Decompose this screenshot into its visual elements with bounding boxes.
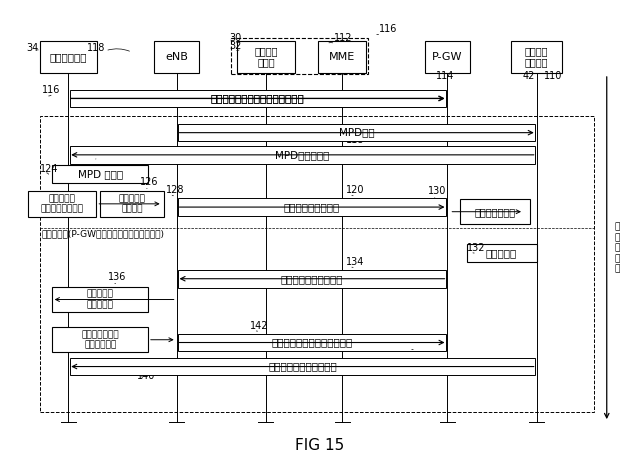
Text: 120: 120 [346,185,364,195]
FancyBboxPatch shape [52,287,148,312]
Text: 132: 132 [467,243,485,252]
Text: 無線資源
管理部: 無線資源 管理部 [254,46,278,67]
Text: 時
間
ラ
イ
ン: 時 間 ラ イ ン [614,223,620,273]
Text: 126: 126 [140,177,159,187]
Text: MPDを持つ応答: MPDを持つ応答 [275,150,330,160]
Text: P-GW: P-GW [432,52,463,62]
Text: 134: 134 [346,257,364,267]
Text: 136: 136 [108,272,127,282]
FancyBboxPatch shape [52,166,148,183]
FancyBboxPatch shape [178,334,445,351]
FancyBboxPatch shape [237,40,294,73]
FancyBboxPatch shape [28,191,97,217]
Text: 116: 116 [42,85,61,95]
FancyBboxPatch shape [319,40,366,73]
Text: 118: 118 [346,135,364,145]
Text: 130: 130 [428,186,447,196]
Text: 専用ベアラ要求受領を活性化: 専用ベアラ要求受領を活性化 [271,338,353,347]
FancyBboxPatch shape [178,124,535,141]
FancyBboxPatch shape [178,198,445,216]
Text: 112: 112 [334,33,353,43]
FancyBboxPatch shape [467,244,537,262]
Text: 140: 140 [137,372,156,381]
Text: eNB: eNB [165,52,188,62]
Text: 128: 128 [166,185,184,195]
Text: ベアラ資源
割当要求: ベアラ資源 割当要求 [118,194,145,213]
FancyBboxPatch shape [70,90,445,107]
FancyBboxPatch shape [52,327,148,352]
FancyBboxPatch shape [425,40,470,73]
Text: 専用ベアラ
活性化要求: 専用ベアラ 活性化要求 [87,290,113,309]
Text: 42: 42 [523,71,535,81]
Text: 114: 114 [436,71,454,81]
Text: ベアラ資源要求: ベアラ資源要求 [475,207,516,217]
FancyBboxPatch shape [97,90,419,107]
FancyBboxPatch shape [70,358,535,375]
Text: MME: MME [329,52,355,62]
FancyBboxPatch shape [40,40,97,73]
Text: 118: 118 [86,43,105,53]
Text: メディア
サーバー: メディア サーバー [525,46,548,67]
Text: 124: 124 [40,164,58,174]
Text: 144: 144 [406,339,425,349]
Text: 任意の処理(P-GWによってトリガーされ得る): 任意の処理(P-GWによってトリガーされ得る) [42,229,164,239]
Text: 接続とデフォルトベアラの活性化: 接続とデフォルトベアラの活性化 [211,93,305,103]
Text: 122: 122 [93,148,111,158]
Text: ベアラ資源割当要求: ベアラ資源割当要求 [284,202,340,212]
Text: 32: 32 [230,40,242,51]
Text: MPD 解析部: MPD 解析部 [77,169,123,179]
FancyBboxPatch shape [511,40,562,73]
FancyBboxPatch shape [100,191,164,217]
FancyBboxPatch shape [154,40,199,73]
Text: FIG 15: FIG 15 [296,438,344,452]
Text: MPD要求: MPD要求 [339,128,374,138]
Text: 30: 30 [230,33,242,43]
FancyBboxPatch shape [70,146,535,164]
Text: メディア伝送セッション: メディア伝送セッション [268,362,337,372]
Text: ベアラ作成: ベアラ作成 [486,248,517,258]
Text: 専用ベアラ活性化要求: 専用ベアラ活性化要求 [281,274,343,284]
Text: 接続とデフォルトベアラの活性化: 接続とデフォルトベアラの活性化 [211,93,305,103]
FancyBboxPatch shape [178,270,445,287]
Text: 専用ベアラ要求
受領を活性化: 専用ベアラ要求 受領を活性化 [81,330,119,349]
Text: 142: 142 [250,321,268,331]
Text: 116: 116 [379,24,397,34]
Text: 110: 110 [544,71,563,81]
Text: 34: 34 [26,43,38,53]
Text: クライアント: クライアント [49,52,87,62]
FancyBboxPatch shape [460,199,531,225]
Text: 専用ベアラ
活性化のトリガー: 専用ベアラ 活性化のトリガー [40,194,83,213]
